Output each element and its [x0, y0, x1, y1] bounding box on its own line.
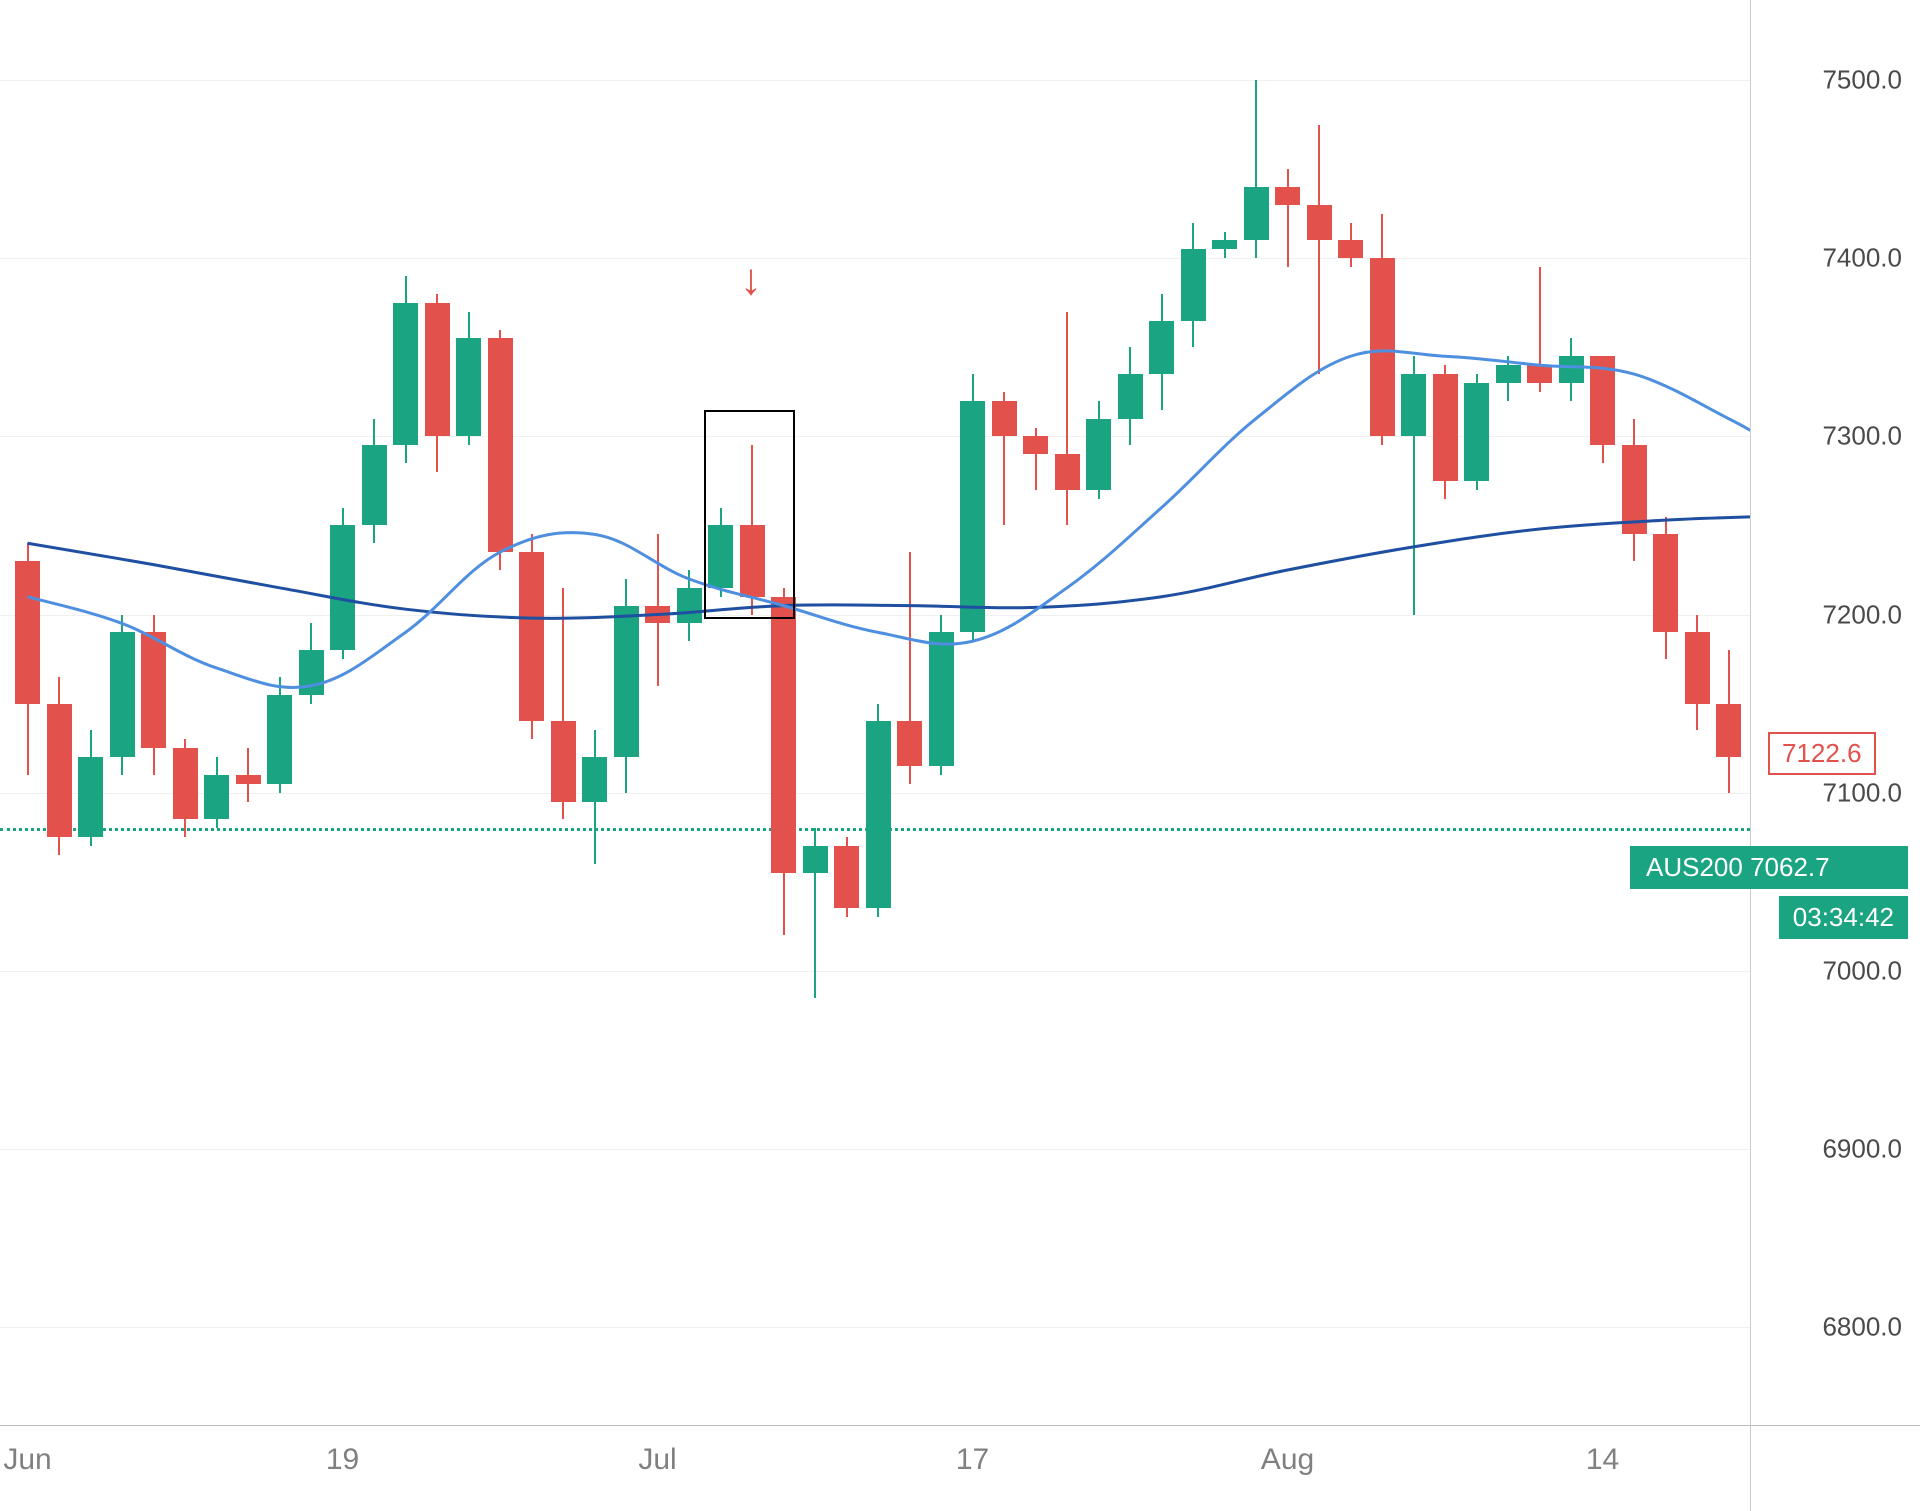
- candle-up[interactable]: [803, 846, 828, 873]
- candle-down[interactable]: [1275, 187, 1300, 205]
- countdown-badge: 03:34:42: [1779, 896, 1908, 939]
- last-price-badge: 7122.6: [1768, 732, 1876, 775]
- candle-up[interactable]: [1464, 383, 1489, 481]
- candle-up[interactable]: [393, 303, 418, 446]
- candle-down[interactable]: [236, 775, 261, 784]
- price-axis[interactable]: 7500.0 7400.0 7300.0 7200.0 7100.0 7000.0 6900…: [1750, 0, 1920, 1425]
- x-tick-label: 17: [956, 1443, 989, 1477]
- candle-down[interactable]: [1023, 436, 1048, 454]
- candle-down[interactable]: [1590, 356, 1615, 445]
- candle-up[interactable]: [1496, 365, 1521, 383]
- candle-up[interactable]: [267, 695, 292, 784]
- candle-down[interactable]: [173, 748, 198, 819]
- y-tick-label: 7500.0: [1822, 65, 1902, 96]
- candle-down[interactable]: [1527, 365, 1552, 383]
- candle-up[interactable]: [1086, 419, 1111, 490]
- y-tick-label: 6800.0: [1822, 1312, 1902, 1343]
- x-tick-label: Aug: [1261, 1443, 1314, 1477]
- arrow-down-icon: ↓: [740, 258, 762, 302]
- candle-up[interactable]: [866, 721, 891, 908]
- y-tick-label: 6900.0: [1822, 1133, 1902, 1164]
- y-tick-label: 7300.0: [1822, 421, 1902, 452]
- candle-down[interactable]: [1338, 240, 1363, 258]
- ma-long-line: [28, 517, 1751, 619]
- candle-down[interactable]: [645, 606, 670, 624]
- candle-up[interactable]: [582, 757, 607, 802]
- time-axis[interactable]: Jun 19 Jul 17 Aug 14: [0, 1425, 1920, 1511]
- x-tick-label: Jun: [3, 1443, 51, 1477]
- candle-up[interactable]: [1149, 321, 1174, 374]
- candle-down[interactable]: [488, 338, 513, 552]
- candle-down[interactable]: [425, 303, 450, 437]
- candle-down[interactable]: [519, 552, 544, 721]
- candlestick-plot[interactable]: ↓: [0, 0, 1750, 1425]
- candle-wick: [1066, 312, 1068, 526]
- candle-down[interactable]: [1716, 704, 1741, 757]
- y-tick-label: 7200.0: [1822, 599, 1902, 630]
- candle-up[interactable]: [677, 588, 702, 624]
- candle-up[interactable]: [1559, 356, 1584, 383]
- candle-up[interactable]: [929, 632, 954, 766]
- candle-down[interactable]: [47, 704, 72, 838]
- chart-root: ↓ 7500.0 7400.0 7300.0 7200.0 7100.0 7000.0 690…: [0, 0, 1920, 1511]
- candle-down[interactable]: [15, 561, 40, 704]
- ma-short-line: [28, 351, 1751, 688]
- candle-down[interactable]: [834, 846, 859, 908]
- candle-up[interactable]: [1244, 187, 1269, 240]
- candle-up[interactable]: [204, 775, 229, 820]
- candle-down[interactable]: [1685, 632, 1710, 703]
- y-tick-label: 7400.0: [1822, 243, 1902, 274]
- candle-up[interactable]: [1181, 249, 1206, 320]
- candle-down[interactable]: [141, 632, 166, 748]
- x-tick-label: 19: [326, 1443, 359, 1477]
- candle-down[interactable]: [1653, 534, 1678, 632]
- candle-up[interactable]: [456, 338, 481, 436]
- candle-up[interactable]: [362, 445, 387, 525]
- symbol-price-badge: AUS200 7062.7: [1630, 846, 1908, 889]
- candle-up[interactable]: [960, 401, 985, 633]
- x-tick-label: Jul: [638, 1443, 676, 1477]
- candle-up[interactable]: [110, 632, 135, 757]
- candle-down[interactable]: [992, 401, 1017, 437]
- y-tick-label: 7000.0: [1822, 955, 1902, 986]
- candle-up[interactable]: [299, 650, 324, 695]
- candle-down[interactable]: [771, 597, 796, 873]
- candle-down[interactable]: [1055, 454, 1080, 490]
- candle-up[interactable]: [78, 757, 103, 837]
- candle-up[interactable]: [1212, 240, 1237, 249]
- annotation-box: [704, 410, 795, 619]
- candle-up[interactable]: [330, 525, 355, 650]
- candle-wick: [1318, 125, 1320, 374]
- x-tick-label: 14: [1586, 1443, 1619, 1477]
- candle-down[interactable]: [1433, 374, 1458, 481]
- candle-up[interactable]: [1401, 374, 1426, 436]
- candle-up[interactable]: [614, 606, 639, 757]
- y-tick-label: 7100.0: [1822, 777, 1902, 808]
- candle-down[interactable]: [551, 721, 576, 801]
- candle-down[interactable]: [897, 721, 922, 766]
- candle-down[interactable]: [1370, 258, 1395, 436]
- candle-up[interactable]: [1118, 374, 1143, 419]
- candle-wick: [1287, 169, 1289, 267]
- candle-down[interactable]: [1307, 205, 1332, 241]
- indicator-overlay: [0, 0, 1750, 1425]
- candle-down[interactable]: [1622, 445, 1647, 534]
